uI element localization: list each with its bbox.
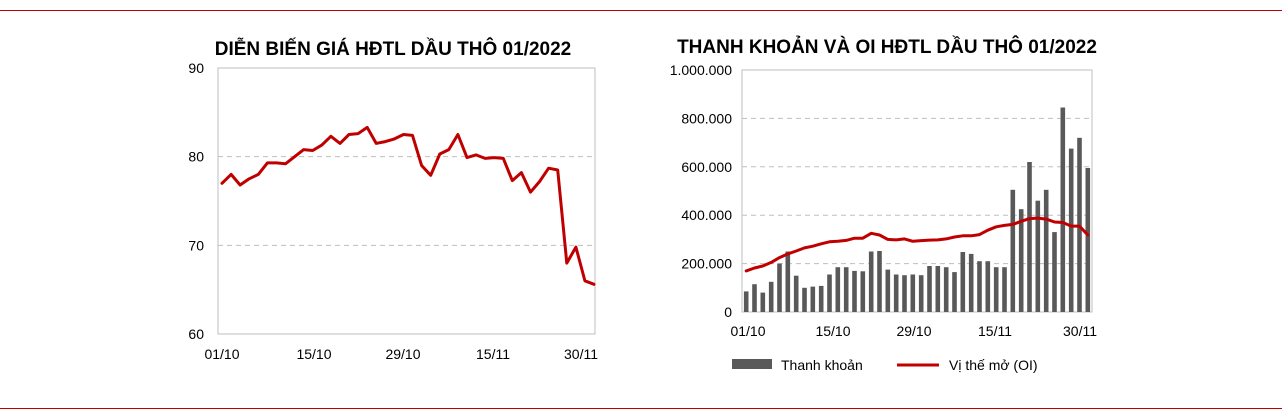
- bottom-rule: [0, 408, 1282, 409]
- chart2-liquidity-bar: [802, 287, 807, 312]
- chart1-y-tick-label: 80: [188, 149, 204, 165]
- chart2-liquidity-bar: [760, 292, 766, 312]
- chart2-liquidity-bar: [1043, 189, 1049, 312]
- chart2-liquidity-bar: [1035, 200, 1041, 312]
- chart1-plot-frame: [217, 67, 596, 335]
- chart2-liquidity-bar: [918, 275, 924, 312]
- chart1-x-tick-label: 30/11: [564, 346, 598, 362]
- chart2-liquidity-bar: [743, 291, 749, 312]
- chart1-y-tick-label: 60: [188, 326, 204, 342]
- chart2-oi-line: [744, 216, 1090, 273]
- chart2-liquidity-bar: [827, 274, 832, 312]
- chart2-y-tick-label: 600.000: [681, 159, 732, 175]
- chart1-y-tick-label: 90: [188, 60, 204, 76]
- chart2-x-tick-label: 15/10: [815, 323, 850, 339]
- chart2-y-tick-label: 1.000.000: [670, 62, 732, 78]
- chart1-x-tick-label: 01/10: [204, 346, 239, 362]
- chart2-liquidity-bar: [960, 252, 966, 312]
- chart2-liquidity-bar: [943, 267, 949, 312]
- chart2-liquidity-bar: [985, 261, 991, 312]
- chart2-y-tick-label: 800.000: [681, 110, 732, 126]
- legend-liquidity-swatch: [732, 359, 772, 369]
- chart2-x-tick-label: 29/10: [896, 323, 931, 339]
- chart2-liquidity-bar: [1068, 148, 1074, 312]
- chart2-liquidity-bar: [818, 285, 824, 312]
- chart2-liquidity-bar: [860, 271, 866, 312]
- chart2-liquidity-bar: [893, 274, 899, 312]
- chart1-x-tick-label: 29/10: [385, 346, 420, 362]
- chart2-y-tick-label: 200.000: [681, 256, 732, 272]
- price-line-chart: DIỄN BIẾN GIÁ HĐTL DẦU THÔ 01/2022 60 70 80…: [188, 38, 598, 362]
- chart2-liquidity-bar: [1010, 189, 1016, 312]
- chart2-liquidity-bar: [793, 275, 799, 312]
- chart2-liquidity-bar: [977, 261, 982, 312]
- chart2-liquidity-bar: [785, 251, 791, 312]
- chart2-liquidity-bar: [868, 251, 874, 312]
- chart2-y-tick-label: 0: [724, 304, 732, 320]
- chart2-x-tick-label: 01/10: [730, 323, 765, 339]
- chart1-x-tick-label: 15/10: [296, 346, 331, 362]
- chart2-liquidity-bar: [935, 266, 941, 312]
- chart1-price-line: [220, 125, 596, 286]
- chart2-liquidity-bar: [993, 267, 999, 312]
- chart1-title: DIỄN BIẾN GIÁ HĐTL DẦU THÔ 01/2022: [215, 38, 572, 60]
- chart2-liquidity-bar: [768, 281, 774, 313]
- chart2-liquidity-bar: [1052, 232, 1057, 312]
- top-rule: [0, 10, 1282, 11]
- chart2-liquidity-bar: [1027, 162, 1032, 312]
- chart2-liquidity-bar: [1060, 107, 1066, 312]
- chart2-liquidity-bar: [952, 272, 957, 312]
- chart1-x-tick-label: 15/11: [476, 346, 510, 362]
- chart2-liquidity-bar: [877, 251, 882, 312]
- legend-liquidity-label: Thanh khoản: [781, 357, 863, 373]
- chart2-liquidity-bar: [927, 266, 932, 312]
- chart2-plot-frame: [741, 69, 1093, 313]
- chart2-y-tick-label: 400.000: [681, 207, 732, 223]
- chart2-liquidity-bar: [1018, 209, 1024, 312]
- chart1-y-tick-label: 70: [188, 237, 204, 253]
- chart2-x-tick-label: 30/11: [1063, 323, 1097, 339]
- chart2-liquidity-bar: [1085, 168, 1091, 312]
- chart2-liquidity-bar: [843, 267, 849, 312]
- chart2-liquidity-bar: [835, 267, 841, 312]
- chart2-x-tick-label: 15/11: [978, 323, 1012, 339]
- chart2-liquidity-bar: [1002, 267, 1007, 312]
- chart2-liquidity-bar: [752, 284, 757, 312]
- chart2-liquidity-bar: [910, 274, 916, 312]
- chart2-liquidity-bar: [885, 269, 891, 312]
- chart2-liquidity-bar: [852, 270, 857, 312]
- chart2-title: THANH KHOẢN VÀ OI HĐTL DẦU THÔ 01/2022: [677, 36, 1097, 58]
- chart2-liquidity-bar: [810, 286, 816, 312]
- chart2-liquidity-bar: [777, 263, 782, 312]
- chart2-liquidity-bar: [902, 275, 907, 312]
- chart2-liquidity-bar: [968, 253, 974, 312]
- legend-oi-label: Vị thế mở (OI): [949, 357, 1038, 373]
